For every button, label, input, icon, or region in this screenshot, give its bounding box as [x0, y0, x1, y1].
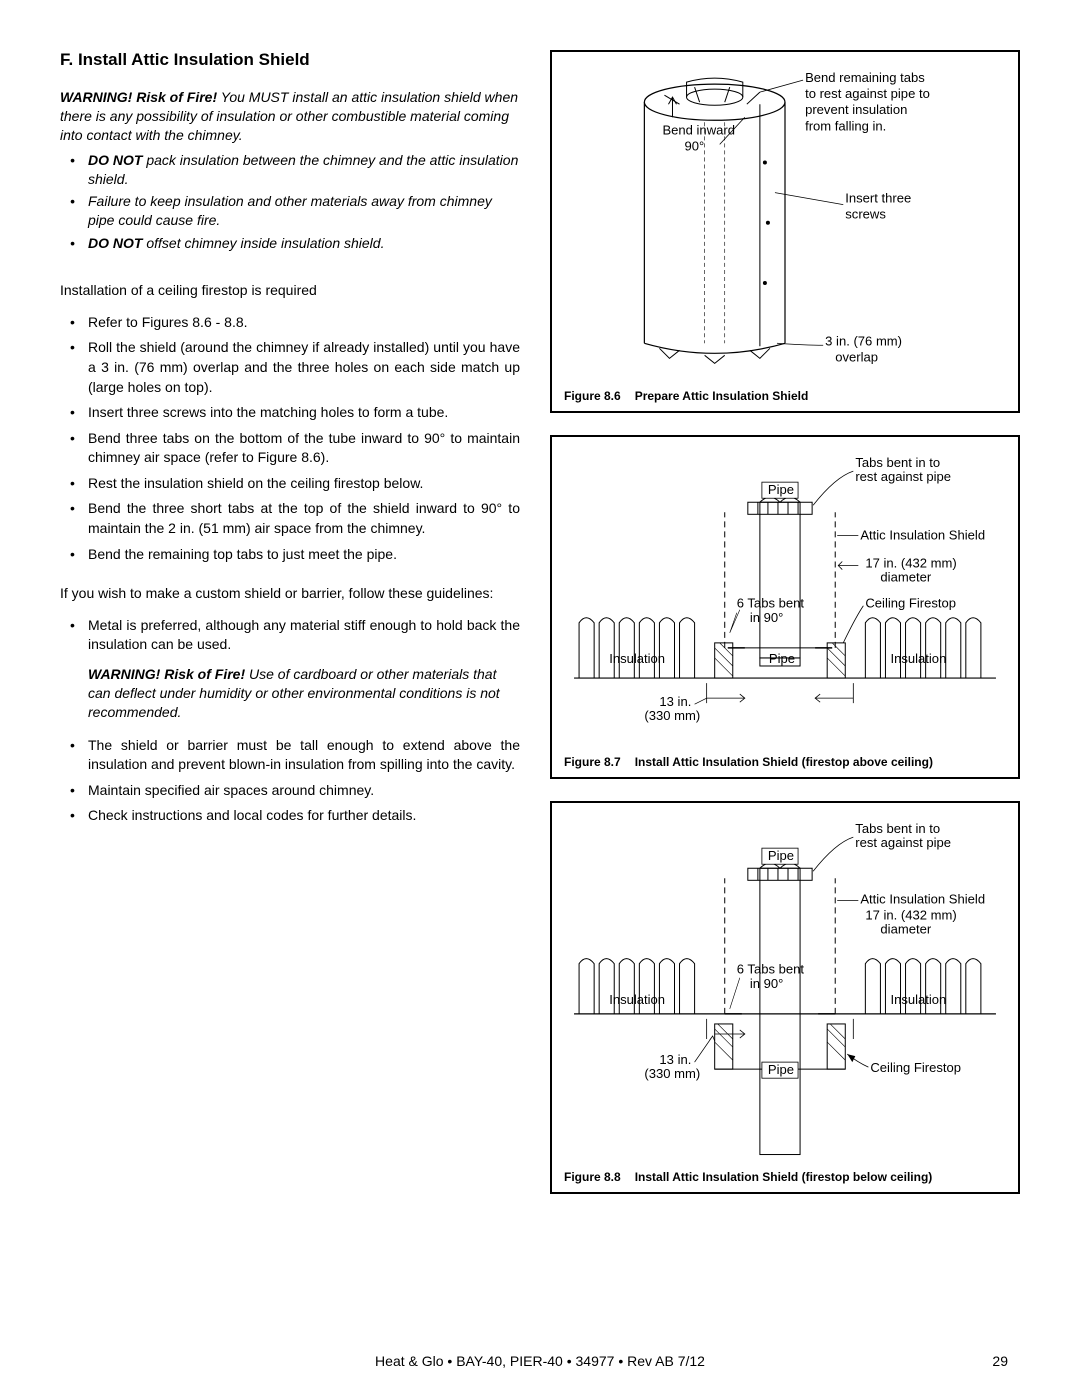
svg-text:Ceiling Firestop: Ceiling Firestop [865, 596, 956, 611]
warning-1-label: WARNING! Risk of Fire! [60, 89, 217, 105]
section-heading: F. Install Attic Insulation Shield [60, 50, 520, 70]
svg-text:6 Tabs bent: 6 Tabs bent [737, 596, 805, 611]
svg-text:13 in.: 13 in. [659, 1052, 691, 1067]
footer-text: Heat & Glo • BAY-40, PIER-40 • 34977 • R… [0, 1353, 1080, 1369]
warning-2: WARNING! Risk of Fire! Use of cardboard … [60, 665, 520, 722]
svg-text:Attic Insulation Shield: Attic Insulation Shield [860, 528, 985, 543]
svg-text:in 90°: in 90° [750, 976, 784, 991]
svg-text:to rest against pipe to: to rest against pipe to [805, 86, 930, 101]
custom-first-list: Metal is preferred, although any materia… [60, 616, 520, 655]
page-number: 29 [992, 1353, 1008, 1369]
svg-text:17 in. (432 mm): 17 in. (432 mm) [865, 556, 956, 571]
svg-text:Insulation: Insulation [609, 651, 665, 666]
custom-intro: If you wish to make a custom shield or b… [60, 584, 520, 604]
svg-text:overlap: overlap [835, 349, 878, 364]
svg-text:Tabs bent in to: Tabs bent in to [855, 821, 940, 836]
custom-rest-1: Maintain specified air spaces around chi… [60, 781, 520, 801]
f86-bend-inward-1: Bend inward [662, 122, 735, 137]
warn-bullet-1: Failure to keep insulation and other mat… [60, 192, 520, 230]
warn-bullet-2: DO NOT offset chimney inside insulation … [60, 234, 520, 253]
step-6: Bend the remaining top tabs to just meet… [60, 545, 520, 565]
install-steps: Refer to Figures 8.6 - 8.8. Roll the shi… [60, 313, 520, 565]
svg-text:screws: screws [845, 207, 886, 222]
svg-text:in 90°: in 90° [750, 610, 784, 625]
figure-8-6-svg: Bend inward 90° Bend remaining tabs to r… [564, 62, 1006, 383]
svg-text:Pipe: Pipe [768, 848, 794, 863]
figure-8-7: Insulation Insulation [550, 435, 1020, 778]
svg-text:Insulation: Insulation [890, 992, 946, 1007]
svg-text:Insert three: Insert three [845, 191, 911, 206]
figure-8-8: Insulation Insulation [550, 801, 1020, 1195]
left-column: F. Install Attic Insulation Shield WARNI… [60, 50, 520, 1216]
warn-bullet-0: DO NOT pack insulation between the chimn… [60, 151, 520, 189]
svg-text:Pipe: Pipe [768, 483, 794, 498]
svg-text:6 Tabs bent: 6 Tabs bent [737, 962, 805, 977]
step-1: Roll the shield (around the chimney if a… [60, 338, 520, 397]
figure-8-8-caption: Figure 8.8Install Attic Insulation Shiel… [564, 1170, 1006, 1184]
svg-text:prevent insulation: prevent insulation [805, 102, 907, 117]
svg-text:13 in.: 13 in. [659, 695, 691, 710]
right-column: Bend inward 90° Bend remaining tabs to r… [550, 50, 1020, 1216]
svg-text:diameter: diameter [880, 570, 931, 585]
svg-text:Insulation: Insulation [890, 651, 946, 666]
svg-text:rest against pipe: rest against pipe [855, 470, 951, 485]
custom-rest-2: Check instructions and local codes for f… [60, 806, 520, 826]
svg-text:rest against pipe: rest against pipe [855, 835, 951, 850]
svg-text:Bend remaining tabs: Bend remaining tabs [805, 70, 925, 85]
svg-text:3 in. (76 mm): 3 in. (76 mm) [825, 333, 902, 348]
step-2: Insert three screws into the matching ho… [60, 403, 520, 423]
custom-first: Metal is preferred, although any materia… [60, 616, 520, 655]
step-5: Bend the three short tabs at the top of … [60, 499, 520, 538]
svg-text:Ceiling Firestop: Ceiling Firestop [870, 1060, 961, 1075]
figure-8-7-caption: Figure 8.7Install Attic Insulation Shiel… [564, 755, 1006, 769]
install-intro: Installation of a ceiling firestop is re… [60, 281, 520, 301]
custom-rest-list: The shield or barrier must be tall enoug… [60, 736, 520, 826]
figure-8-6-caption: Figure 8.6Prepare Attic Insulation Shiel… [564, 389, 1006, 403]
warning-1: WARNING! Risk of Fire! You MUST install … [60, 88, 520, 145]
svg-text:(330 mm): (330 mm) [644, 1066, 700, 1081]
figure-8-8-svg: Insulation Insulation [564, 813, 1006, 1165]
svg-text:17 in. (432 mm): 17 in. (432 mm) [865, 907, 956, 922]
svg-text:diameter: diameter [880, 921, 931, 936]
f86-bend-inward-2: 90° [685, 138, 705, 153]
svg-text:Attic Insulation Shield: Attic Insulation Shield [860, 891, 985, 906]
step-0: Refer to Figures 8.6 - 8.8. [60, 313, 520, 333]
page-content: F. Install Attic Insulation Shield WARNI… [60, 50, 1020, 1216]
svg-text:Tabs bent in to: Tabs bent in to [855, 456, 940, 471]
svg-text:from falling in.: from falling in. [805, 118, 886, 133]
custom-rest-0: The shield or barrier must be tall enoug… [60, 736, 520, 775]
figure-8-7-svg: Insulation Insulation [564, 447, 1006, 748]
warning-bullets: DO NOT pack insulation between the chimn… [60, 151, 520, 253]
svg-text:Insulation: Insulation [609, 992, 665, 1007]
svg-text:Pipe: Pipe [769, 651, 795, 666]
step-4: Rest the insulation shield on the ceilin… [60, 474, 520, 494]
figure-8-6: Bend inward 90° Bend remaining tabs to r… [550, 50, 1020, 413]
step-3: Bend three tabs on the bottom of the tub… [60, 429, 520, 468]
svg-text:Pipe: Pipe [768, 1062, 794, 1077]
svg-text:(330 mm): (330 mm) [644, 709, 700, 724]
